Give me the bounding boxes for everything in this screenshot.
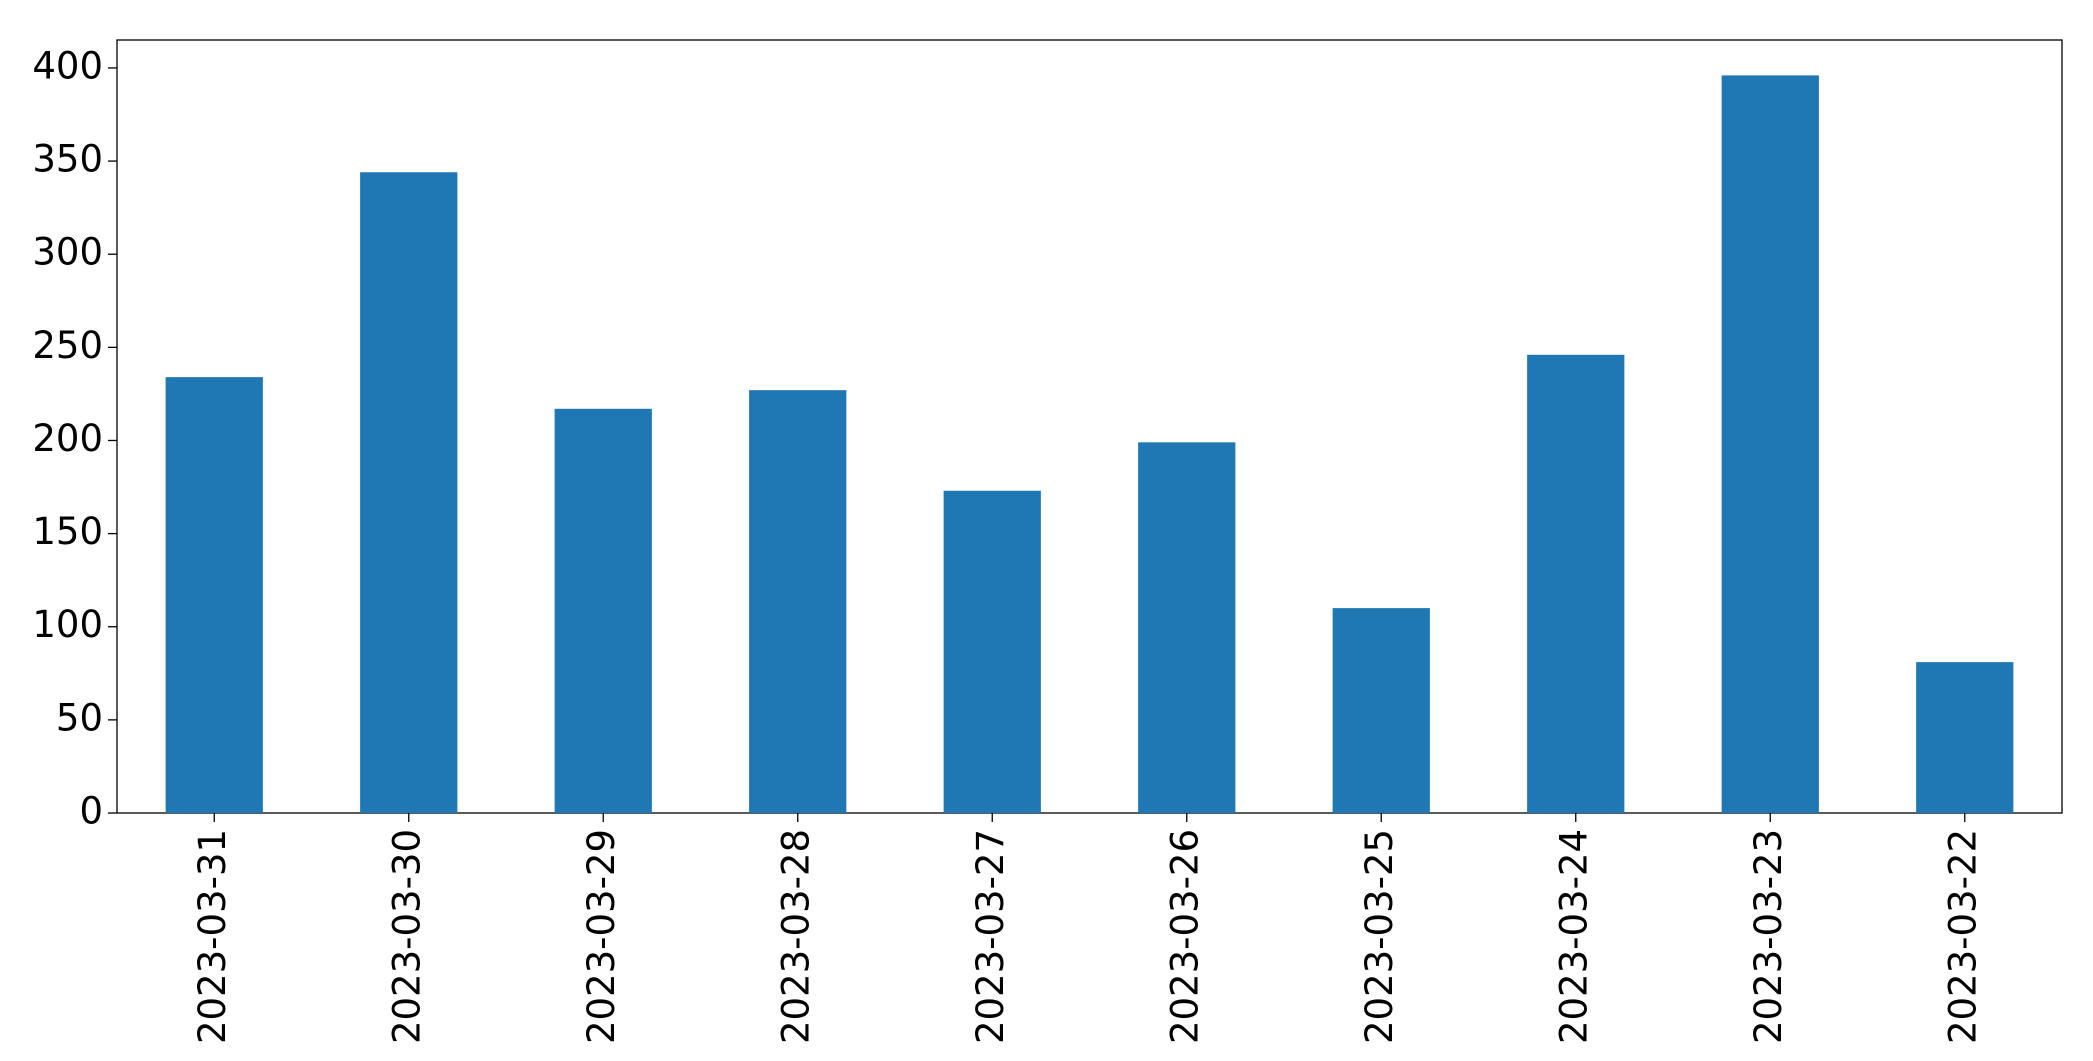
bar bbox=[554, 408, 652, 813]
bar bbox=[165, 377, 263, 813]
x-tick-label: 2023-03-26 bbox=[1163, 829, 1206, 1044]
x-tick-label: 2023-03-24 bbox=[1552, 829, 1595, 1044]
y-tick-label: 250 bbox=[32, 324, 103, 367]
bar bbox=[1527, 354, 1625, 813]
bar bbox=[749, 390, 847, 813]
x-tick-label: 2023-03-25 bbox=[1358, 829, 1401, 1044]
bar bbox=[1721, 75, 1819, 813]
x-tick-label: 2023-03-31 bbox=[191, 829, 234, 1044]
x-tick-label: 2023-03-23 bbox=[1747, 829, 1790, 1044]
y-tick-label: 350 bbox=[32, 138, 103, 181]
plot-frame bbox=[116, 39, 2063, 814]
bar bbox=[1138, 442, 1236, 813]
y-tick-label: 50 bbox=[56, 696, 103, 739]
x-tick-label: 2023-03-22 bbox=[1941, 829, 1984, 1044]
y-tick-label: 300 bbox=[32, 231, 103, 274]
y-tick-label: 100 bbox=[32, 603, 103, 646]
y-tick-label: 200 bbox=[32, 417, 103, 460]
x-tick-label: 2023-03-28 bbox=[774, 829, 817, 1044]
y-tick-label: 150 bbox=[32, 510, 103, 553]
y-tick-label: 0 bbox=[79, 790, 103, 833]
bar bbox=[1916, 662, 2014, 813]
x-tick-label: 2023-03-29 bbox=[580, 829, 623, 1044]
x-tick-label: 2023-03-27 bbox=[969, 829, 1012, 1044]
x-tick-label: 2023-03-30 bbox=[385, 829, 428, 1044]
bar bbox=[1332, 608, 1430, 813]
bar bbox=[943, 490, 1041, 813]
bar bbox=[360, 172, 458, 814]
y-tick-label: 400 bbox=[32, 44, 103, 87]
